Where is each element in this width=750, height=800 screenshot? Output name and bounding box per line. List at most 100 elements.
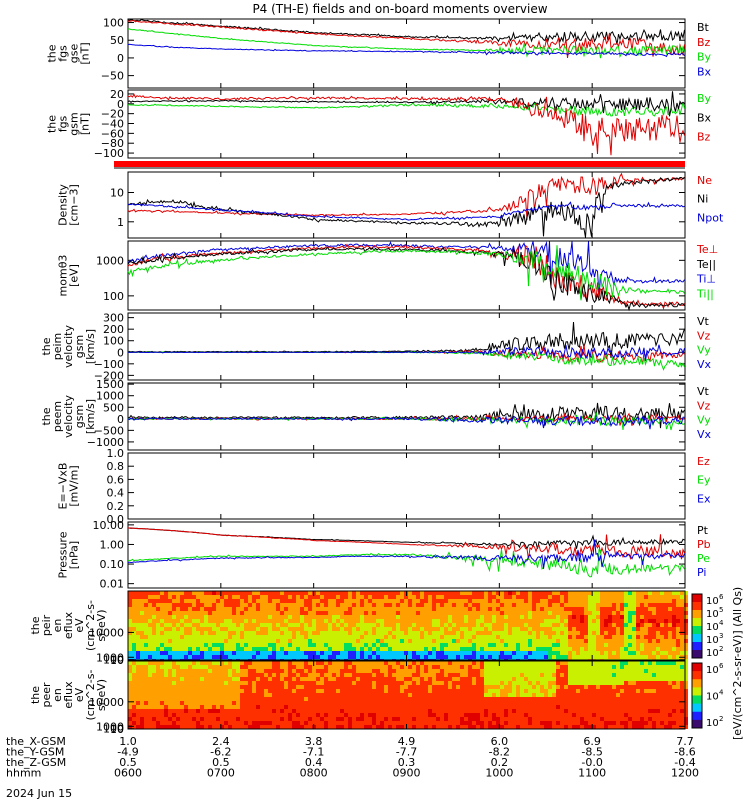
heatmap-cell <box>280 725 284 729</box>
heatmap-cell <box>504 619 508 623</box>
heatmap-cell <box>596 603 600 607</box>
heatmap-cell <box>568 701 572 705</box>
heatmap-cell <box>572 689 576 693</box>
heatmap-cell <box>324 713 328 717</box>
heatmap-cell <box>480 615 484 619</box>
heatmap-cell <box>352 661 356 665</box>
heatmap-cell <box>148 673 152 677</box>
heatmap-cell <box>288 713 292 717</box>
heatmap-cell <box>624 673 628 677</box>
heatmap-cell <box>348 681 352 685</box>
heatmap-cell <box>280 669 284 673</box>
heatmap-cell <box>468 623 472 627</box>
heatmap-cell <box>168 673 172 677</box>
heatmap-cell <box>380 595 384 599</box>
heatmap-cell <box>644 615 648 619</box>
heatmap-cell <box>248 681 252 685</box>
heatmap-cell <box>176 669 180 673</box>
heatmap-cell <box>464 591 468 595</box>
heatmap-cell <box>152 705 156 709</box>
heatmap-cell <box>520 713 524 717</box>
heatmap-cell <box>208 631 212 635</box>
heatmap-cell <box>232 705 236 709</box>
heatmap-cell <box>216 647 220 651</box>
heatmap-cell <box>532 665 536 669</box>
heatmap-cell <box>208 603 212 607</box>
heatmap-cell <box>156 677 160 681</box>
heatmap-cell <box>232 635 236 639</box>
heatmap-cell <box>184 681 188 685</box>
heatmap-cell <box>156 607 160 611</box>
heatmap-cell <box>148 623 152 627</box>
heatmap-cell <box>552 669 556 673</box>
heatmap-cell <box>360 665 364 669</box>
heatmap-cell <box>376 599 380 603</box>
heatmap-cell <box>204 677 208 681</box>
heatmap-cell <box>460 591 464 595</box>
heatmap-cell <box>264 721 268 725</box>
heatmap-cell <box>452 685 456 689</box>
heatmap-cell <box>168 713 172 717</box>
heatmap-cell <box>476 669 480 673</box>
heatmap-cell <box>584 627 588 631</box>
heatmap-cell <box>508 713 512 717</box>
heatmap-cell <box>128 665 132 669</box>
heatmap-cell <box>304 669 308 673</box>
heatmap-cell <box>252 685 256 689</box>
heatmap-cell <box>160 603 164 607</box>
heatmap-cell <box>440 717 444 721</box>
heatmap-cell <box>204 693 208 697</box>
heatmap-cell <box>456 721 460 725</box>
heatmap-cell <box>584 681 588 685</box>
heatmap-cell <box>188 627 192 631</box>
heatmap-cell <box>424 595 428 599</box>
heatmap-cell <box>244 643 248 647</box>
heatmap-cell <box>356 709 360 713</box>
heatmap-cell <box>128 603 132 607</box>
heatmap-cell <box>248 697 252 701</box>
heatmap-cell <box>508 709 512 713</box>
heatmap-cell <box>316 697 320 701</box>
heatmap-cell <box>624 635 628 639</box>
heatmap-cell <box>388 619 392 623</box>
heatmap-cell <box>232 651 236 655</box>
heatmap-cell <box>504 685 508 689</box>
heatmap-cell <box>256 721 260 725</box>
heatmap-cell <box>540 611 544 615</box>
heatmap-cell <box>160 721 164 725</box>
heatmap-cell <box>628 595 632 599</box>
heatmap-cell <box>164 701 168 705</box>
heatmap-cell <box>600 661 604 665</box>
heatmap-cell <box>284 705 288 709</box>
heatmap-cell <box>348 685 352 689</box>
heatmap-cell <box>428 619 432 623</box>
heatmap-cell <box>404 639 408 643</box>
heatmap-cell <box>156 627 160 631</box>
heatmap-cell <box>452 661 456 665</box>
heatmap-cell <box>628 651 632 655</box>
heatmap-cell <box>472 665 476 669</box>
heatmap-cell <box>320 705 324 709</box>
heatmap-cell <box>604 669 608 673</box>
heatmap-cell <box>548 725 552 729</box>
heatmap-cell <box>484 639 488 643</box>
heatmap-cell <box>664 635 668 639</box>
heatmap-cell <box>352 689 356 693</box>
heatmap-cell <box>204 599 208 603</box>
heatmap-cell <box>532 607 536 611</box>
heatmap-cell <box>368 693 372 697</box>
heatmap-cell <box>500 619 504 623</box>
heatmap-cell <box>604 673 608 677</box>
heatmap-cell <box>344 725 348 729</box>
heatmap-cell <box>600 639 604 643</box>
heatmap-cell <box>388 631 392 635</box>
heatmap-cell <box>596 713 600 717</box>
heatmap-cell <box>456 669 460 673</box>
heatmap-cell <box>508 635 512 639</box>
heatmap-cell <box>416 607 420 611</box>
heatmap-cell <box>368 651 372 655</box>
heatmap-cell <box>596 647 600 651</box>
heatmap-cell <box>160 615 164 619</box>
heatmap-cell <box>128 619 132 623</box>
heatmap-cell <box>236 591 240 595</box>
